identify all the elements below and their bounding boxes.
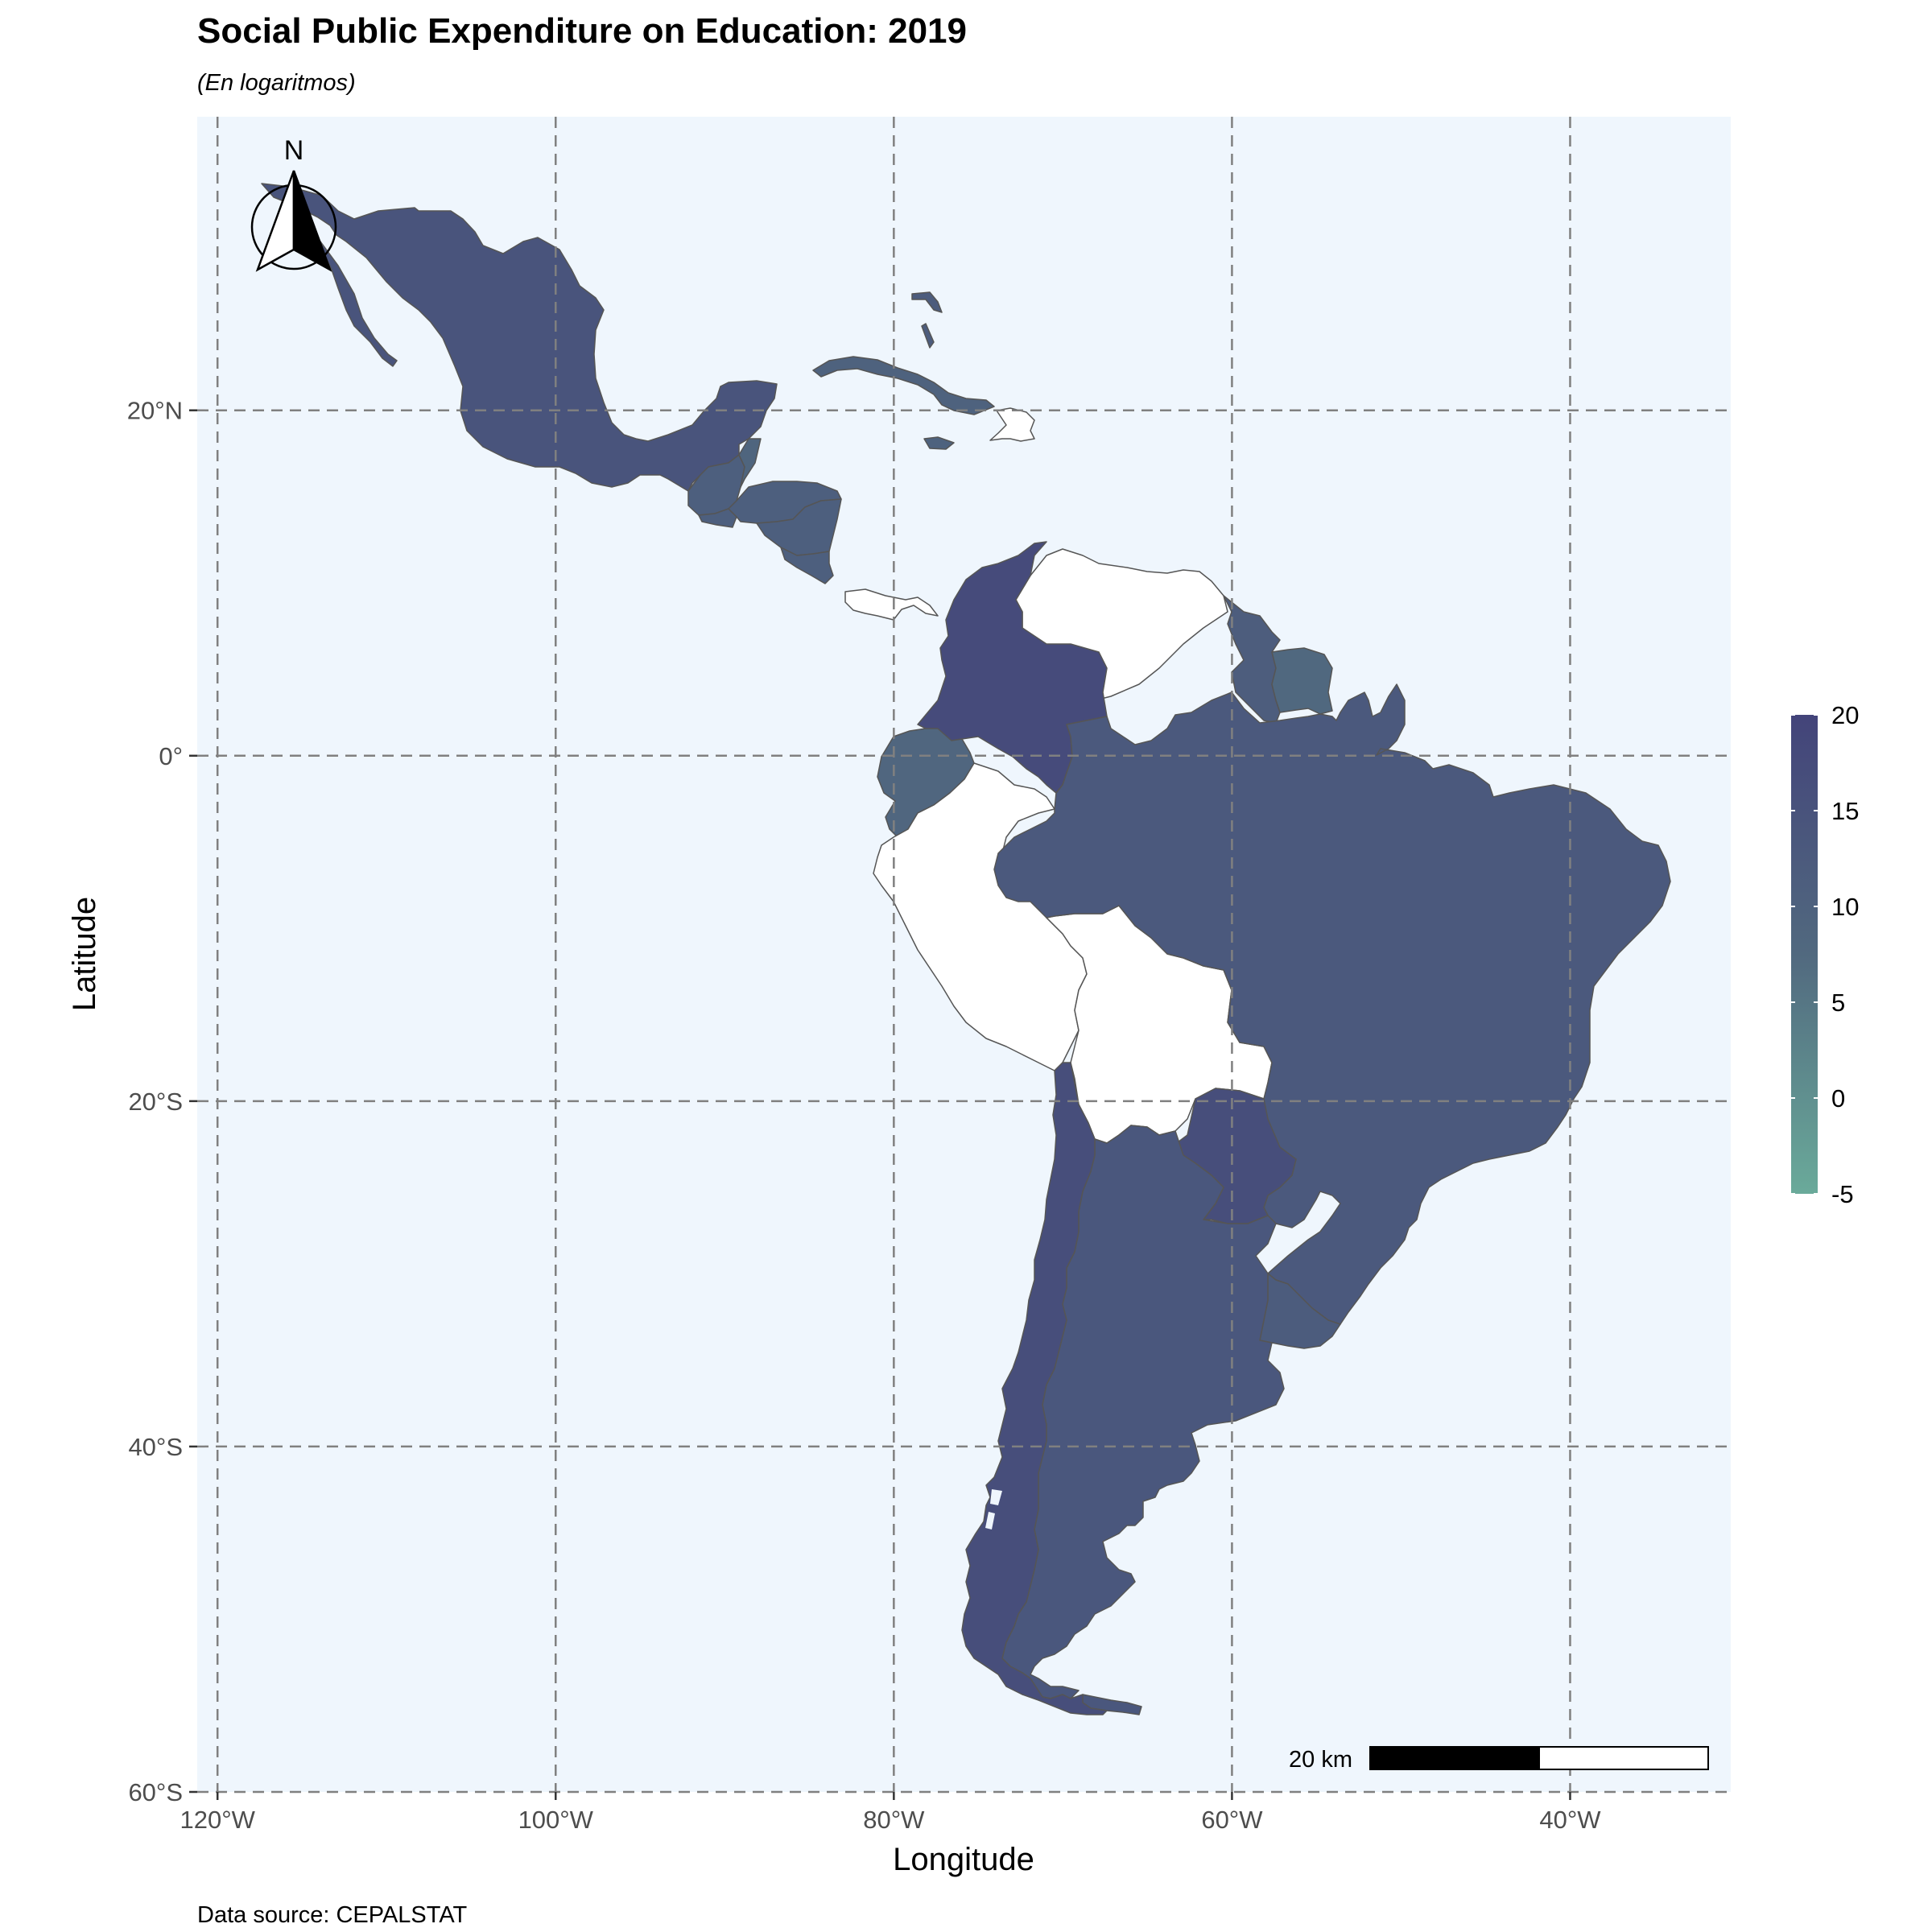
x-tick-label: 60°W bbox=[1201, 1806, 1263, 1834]
region-suriname bbox=[1271, 647, 1333, 715]
region-panama bbox=[844, 588, 939, 621]
map-subtitle: (En logaritmos) bbox=[197, 70, 356, 96]
north-arrow-icon: N bbox=[250, 135, 337, 272]
graticule bbox=[197, 117, 1731, 1794]
region-costa-rica bbox=[780, 547, 834, 584]
y-tick-label: 60°S bbox=[128, 1778, 183, 1806]
x-tick-label: 40°W bbox=[1539, 1806, 1601, 1834]
scale-bar-white-segment bbox=[1538, 1746, 1709, 1770]
color-legend: 20 15 10 5 0 -5 bbox=[1791, 701, 1859, 1208]
x-tick-label: 80°W bbox=[863, 1806, 925, 1834]
scale-bar-black-segment bbox=[1369, 1746, 1540, 1770]
y-tick-label: 40°S bbox=[128, 1433, 183, 1461]
region-chile bbox=[961, 1062, 1108, 1715]
x-tick-label: 100°W bbox=[518, 1806, 594, 1834]
scale-bar-label: 20 km bbox=[1289, 1747, 1352, 1773]
legend-label: 0 bbox=[1831, 1084, 1845, 1113]
legend-label: 5 bbox=[1831, 989, 1845, 1017]
legend-label: 10 bbox=[1831, 893, 1859, 921]
north-arrow-label: N bbox=[284, 135, 304, 166]
chile-coast-inlet bbox=[985, 1489, 1002, 1530]
region-jamaica bbox=[923, 436, 955, 450]
legend-label: 20 bbox=[1831, 701, 1859, 729]
legend-label: -5 bbox=[1831, 1180, 1854, 1208]
legend-label: 15 bbox=[1831, 797, 1859, 825]
y-axis-title: Latitude bbox=[67, 897, 102, 1011]
y-tick-label: 0° bbox=[159, 742, 183, 770]
axes: 120°W 100°W 80°W 60°W 40°W 20°N 0° 20°S 40°S 60°S bbox=[127, 397, 1602, 1834]
data-source-caption: Data source: CEPALSTAT bbox=[197, 1902, 468, 1928]
region-belize bbox=[738, 438, 762, 488]
region-guyana bbox=[1223, 595, 1281, 724]
region-bahamas bbox=[911, 291, 943, 349]
x-axis-title: Longitude bbox=[893, 1842, 1034, 1877]
countries-layer bbox=[261, 183, 1671, 1715]
region-brazil bbox=[993, 683, 1671, 1325]
region-el-salvador bbox=[698, 508, 737, 528]
region-hispaniola bbox=[989, 407, 1035, 442]
y-tick-label: 20°N bbox=[127, 397, 183, 425]
y-tick-label: 20°S bbox=[128, 1088, 183, 1116]
legend-colorbar bbox=[1791, 715, 1818, 1194]
x-tick-label: 120°W bbox=[180, 1806, 256, 1834]
scale-bar: 20 km bbox=[1289, 1746, 1709, 1773]
map-title: Social Public Expenditure on Education: … bbox=[197, 11, 967, 51]
